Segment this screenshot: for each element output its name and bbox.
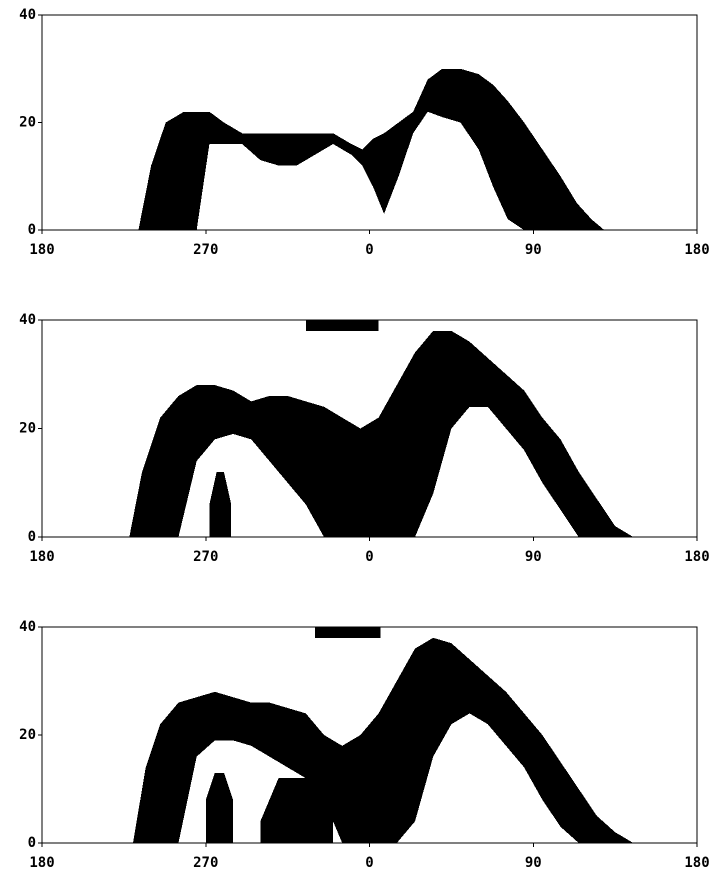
band: [314, 627, 381, 638]
x-tick-label: 90: [525, 242, 542, 258]
x-tick-label: 0: [365, 855, 373, 871]
x-tick-label: 180: [29, 242, 54, 258]
x-tick-label: 270: [193, 855, 218, 871]
band: [205, 772, 234, 843]
x-tick-label: 180: [684, 549, 709, 565]
x-tick-label: 180: [29, 855, 54, 871]
y-tick-label: 0: [28, 222, 36, 238]
y-tick-label: 20: [19, 421, 36, 437]
y-tick-label: 40: [19, 619, 36, 635]
x-tick-label: 270: [193, 242, 218, 258]
x-tick-label: 0: [365, 242, 373, 258]
plot-frame: [41, 14, 698, 231]
band: [305, 320, 379, 331]
y-tick-label: 20: [19, 115, 36, 131]
x-tick-label: 90: [525, 855, 542, 871]
x-tick-label: 180: [684, 855, 709, 871]
x-tick-label: 180: [29, 549, 54, 565]
x-tick-label: 270: [193, 549, 218, 565]
y-tick-label: 40: [19, 7, 36, 23]
band: [132, 637, 634, 843]
band: [138, 68, 605, 230]
band: [260, 778, 334, 843]
y-tick-label: 20: [19, 727, 36, 743]
x-tick-label: 90: [525, 549, 542, 565]
y-tick-label: 0: [28, 529, 36, 545]
band: [209, 471, 232, 537]
x-tick-label: 0: [365, 549, 373, 565]
band: [129, 330, 634, 537]
y-tick-label: 40: [19, 312, 36, 328]
x-tick-label: 180: [684, 242, 709, 258]
y-tick-label: 0: [28, 835, 36, 851]
